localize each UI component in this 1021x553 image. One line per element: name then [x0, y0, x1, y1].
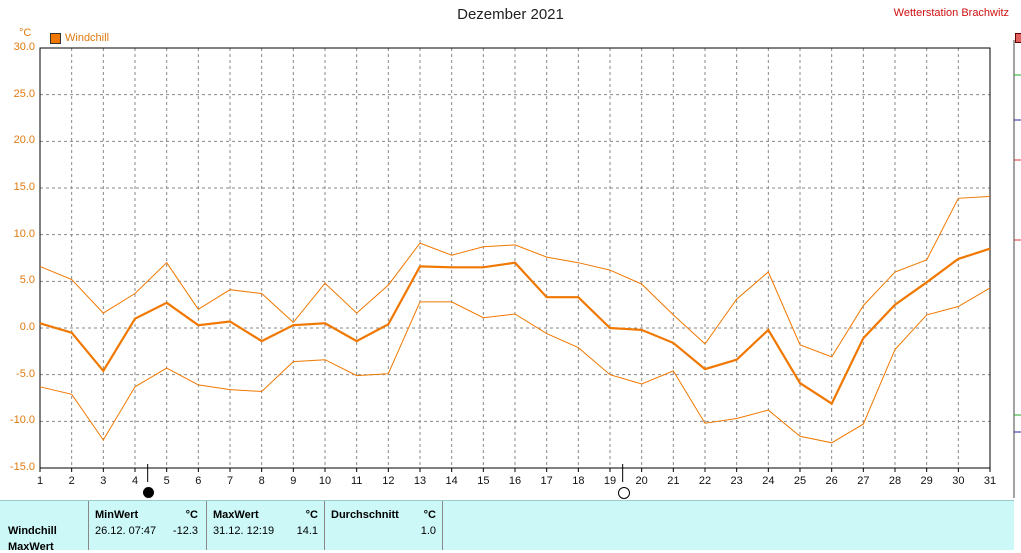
x-tick-label: 29 — [920, 475, 933, 487]
window-control-icon[interactable] — [1015, 33, 1021, 43]
max-unit-header: °C — [305, 509, 318, 521]
x-tick-label: 11 — [350, 475, 363, 487]
x-tick-label: 10 — [318, 475, 332, 487]
avg-value: 1.0 — [420, 525, 436, 537]
max-time: 31.12. 12:19 — [213, 525, 275, 537]
x-tick-label: 27 — [857, 475, 870, 487]
x-tick-label: 13 — [413, 475, 427, 487]
x-tick-label: 17 — [540, 475, 553, 487]
x-tick-label: 1 — [36, 475, 44, 487]
x-tick-label: 14 — [445, 475, 458, 487]
stats-avg-column: Durchschnitt °C 1.0 — [324, 501, 443, 550]
statistics-panel: Windchill MaxWert MinWert °C 26.12. 07:4… — [0, 500, 1014, 553]
y-tick-label: -5.0 — [16, 367, 35, 380]
y-axis-unit: °C — [19, 27, 32, 39]
x-tick-label: 12 — [382, 475, 395, 487]
plot-frame — [39, 47, 991, 469]
x-tick-label: 23 — [730, 475, 743, 487]
min-time: 26.12. 07:47 — [95, 525, 157, 537]
x-tick-label: 26 — [825, 475, 838, 487]
chart-grid — [40, 48, 990, 468]
min-unit-header: °C — [185, 509, 198, 521]
avg-header: Durchschnitt — [331, 509, 399, 521]
x-tick-label: 9 — [290, 475, 297, 487]
series-line-min — [39, 287, 991, 444]
y-tick-label: 30.0 — [13, 41, 35, 53]
legend[interactable]: Windchill — [50, 32, 109, 44]
x-tick-label: 31 — [983, 475, 997, 487]
x-tick-label: 18 — [572, 475, 585, 487]
x-tick-label: 30 — [952, 475, 965, 487]
y-tick-label: 25.0 — [13, 87, 35, 100]
stats-max-column: MaxWert °C 31.12. 12:19 14.1 — [206, 501, 324, 550]
chart-lines — [39, 195, 991, 444]
stats-row-label: Windchill — [8, 525, 57, 537]
max-header: MaxWert — [213, 509, 259, 521]
y-tick-label: 0.0 — [19, 321, 35, 333]
legend-swatch — [50, 32, 61, 44]
x-tick-label: 24 — [762, 475, 775, 487]
y-tick-label: -10.0 — [9, 414, 35, 427]
y-tick-label: 15.0 — [13, 181, 35, 193]
y-tick-label: 20.0 — [13, 134, 35, 147]
x-tick-label: 3 — [100, 475, 107, 487]
x-tick-label: 6 — [195, 475, 202, 487]
x-tick-label: 8 — [258, 475, 265, 487]
x-tick-label: 20 — [635, 475, 648, 487]
x-tick-label: 28 — [888, 475, 902, 487]
series-line-max — [39, 195, 991, 358]
x-tick-label: 7 — [226, 475, 234, 487]
chart-title: Dezember 2021 — [457, 6, 564, 23]
chart-axes — [39, 47, 991, 482]
full-moon-icon — [617, 487, 630, 499]
x-tick-label: 25 — [793, 475, 807, 487]
windchill-chart — [39, 40, 1021, 498]
stats-row-label-2: MaxWert — [8, 541, 54, 553]
x-tick-label: 16 — [508, 475, 522, 487]
y-tick-label: 10.0 — [13, 227, 35, 240]
x-tick-label: 2 — [68, 475, 75, 487]
avg-unit-header: °C — [423, 509, 436, 521]
min-value: -12.3 — [172, 525, 198, 537]
x-tick-label: 4 — [131, 475, 139, 487]
y-tick-label: -15.0 — [9, 461, 35, 473]
series-line-avg — [39, 247, 991, 406]
right-edge-markers — [1013, 40, 1021, 498]
x-tick-label: 5 — [163, 475, 170, 487]
x-tick-label: 21 — [667, 475, 680, 487]
x-tick-label: 22 — [698, 475, 712, 487]
y-tick-label: 5.0 — [19, 274, 35, 287]
x-tick-label: 19 — [603, 475, 617, 487]
legend-label: Windchill — [65, 32, 110, 44]
stats-min-column: MinWert °C 26.12. 07:47 -12.3 — [88, 501, 206, 550]
max-value: 14.1 — [296, 525, 318, 537]
new-moon-icon — [142, 487, 154, 498]
station-name: Wetterstation Brachwitz — [893, 7, 1009, 19]
x-tick-label: 15 — [477, 475, 490, 487]
min-header: MinWert — [95, 509, 139, 521]
